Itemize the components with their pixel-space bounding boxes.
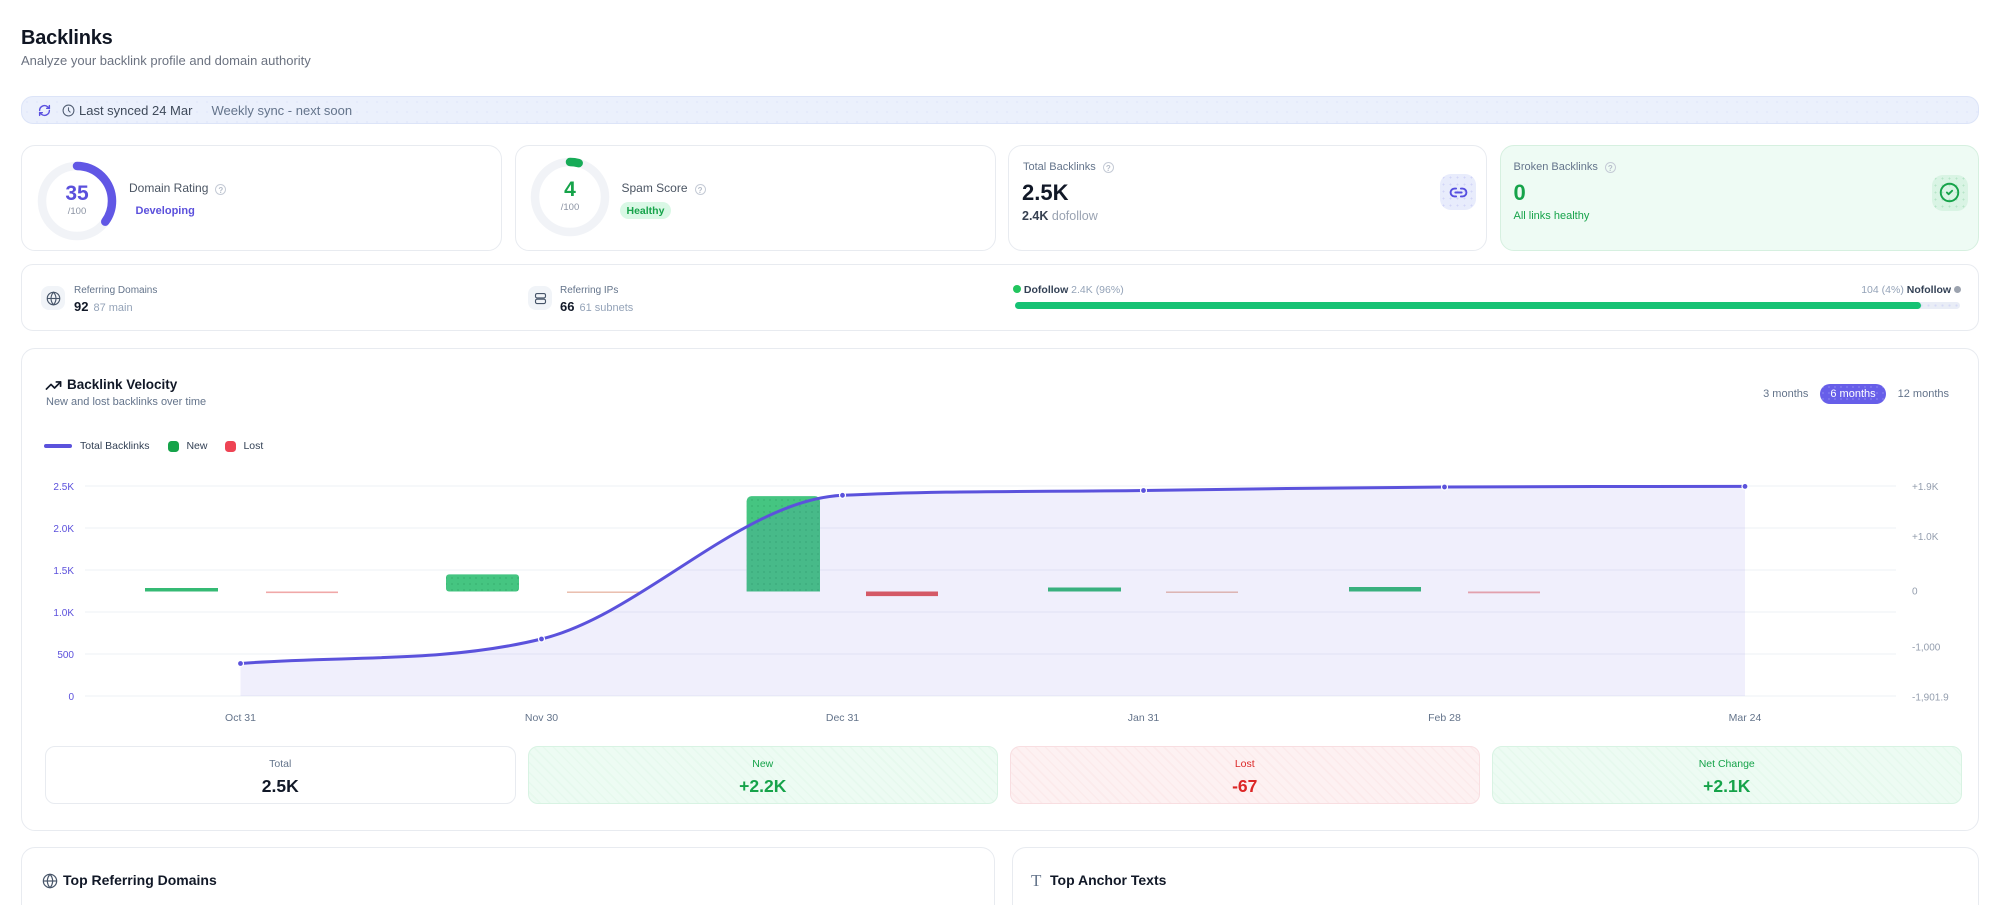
svg-text:35: 35 — [65, 182, 89, 205]
svg-text:/100: /100 — [560, 202, 579, 213]
svg-text:/100: /100 — [68, 206, 87, 217]
svg-text:4: 4 — [564, 178, 576, 201]
